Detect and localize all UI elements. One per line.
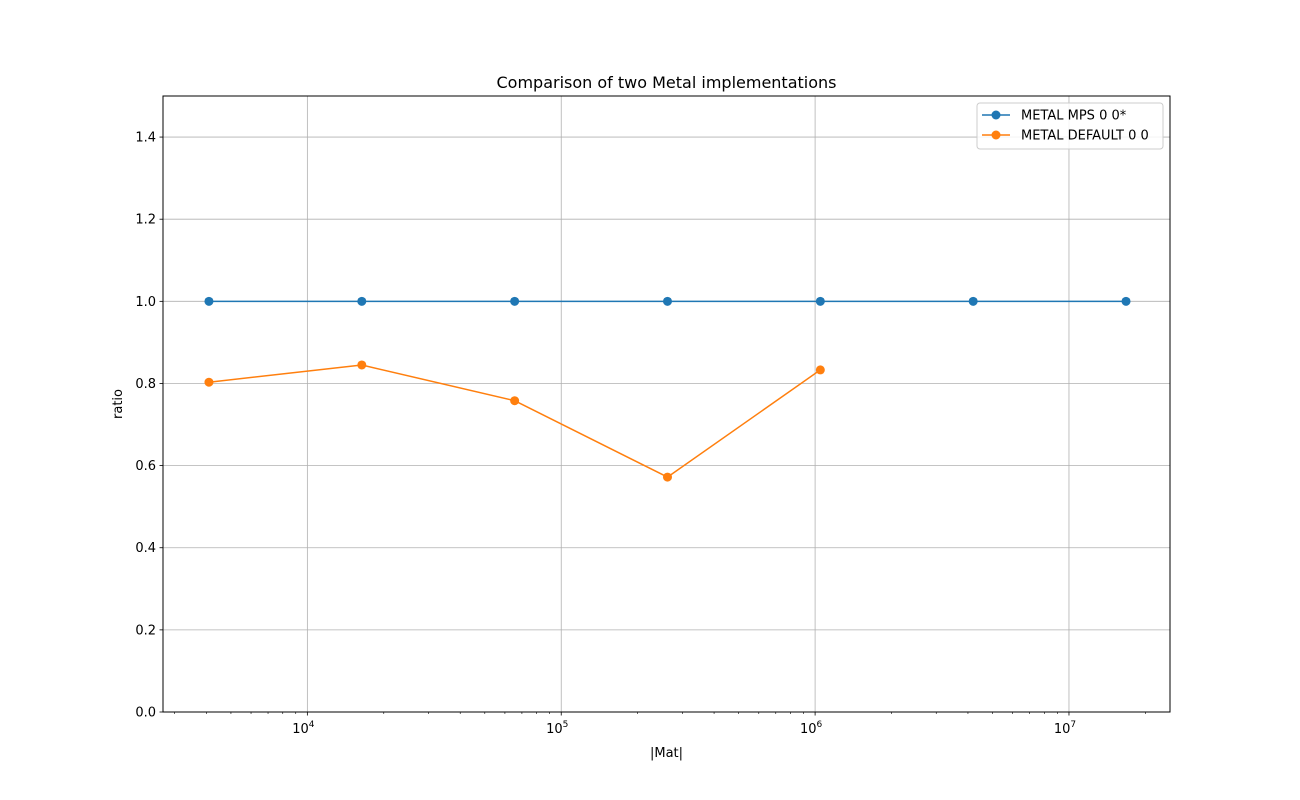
x-tick-exponent: 4 [309, 720, 315, 730]
legend-marker-0 [991, 110, 1001, 120]
y-tick-label: 0.8 [135, 377, 156, 392]
x-tick-base: 10 [292, 722, 309, 737]
x-tick-label: 104 [292, 720, 315, 737]
series-1-point [510, 396, 520, 406]
legend-label-0: METAL MPS 0 0* [1021, 109, 1127, 124]
x-tick-exponent: 6 [817, 720, 823, 730]
legend: METAL MPS 0 0* METAL DEFAULT 0 0 [976, 102, 1164, 150]
series-layer [204, 296, 1131, 482]
series-1-point [204, 377, 214, 387]
series-0-point [204, 296, 214, 306]
x-tick-label: 107 [1054, 720, 1076, 737]
x-tick-base: 10 [800, 722, 817, 737]
y-axis-title: ratio [111, 389, 126, 419]
y-tick-label: 1.2 [135, 213, 156, 228]
legend-marker-1 [991, 130, 1001, 140]
x-tick-base: 10 [1054, 722, 1071, 737]
x-tick-label: 106 [800, 720, 823, 737]
series-0-point [357, 296, 367, 306]
series-1-point [357, 360, 367, 370]
legend-box [976, 102, 1164, 150]
series-0-point [815, 296, 825, 306]
y-tick-label: 1.0 [135, 295, 156, 310]
grid [163, 96, 1170, 713]
x-tick-label: 105 [546, 720, 568, 737]
y-tick-label: 0.6 [135, 459, 156, 474]
chart-title: Comparison of two Metal implementations [497, 73, 837, 92]
x-tick-exponent: 7 [1070, 720, 1076, 730]
x-axis-title: |Mat| [650, 746, 683, 761]
series-0-point [1121, 296, 1131, 306]
x-tick-base: 10 [546, 722, 563, 737]
y-tick-label: 1.4 [135, 131, 156, 146]
legend-label-1: METAL DEFAULT 0 0 [1021, 129, 1149, 144]
series-0-point [968, 296, 978, 306]
series-1-point [662, 472, 672, 482]
series-1-point [815, 365, 825, 375]
y-tick-label: 0.0 [135, 706, 156, 721]
y-tick-label: 0.4 [135, 541, 156, 556]
y-tick-label: 0.2 [135, 623, 156, 638]
plot-frame [162, 95, 1171, 713]
x-tick-exponent: 5 [563, 720, 569, 730]
series-0-point [662, 296, 672, 306]
series-0-point [510, 296, 520, 306]
